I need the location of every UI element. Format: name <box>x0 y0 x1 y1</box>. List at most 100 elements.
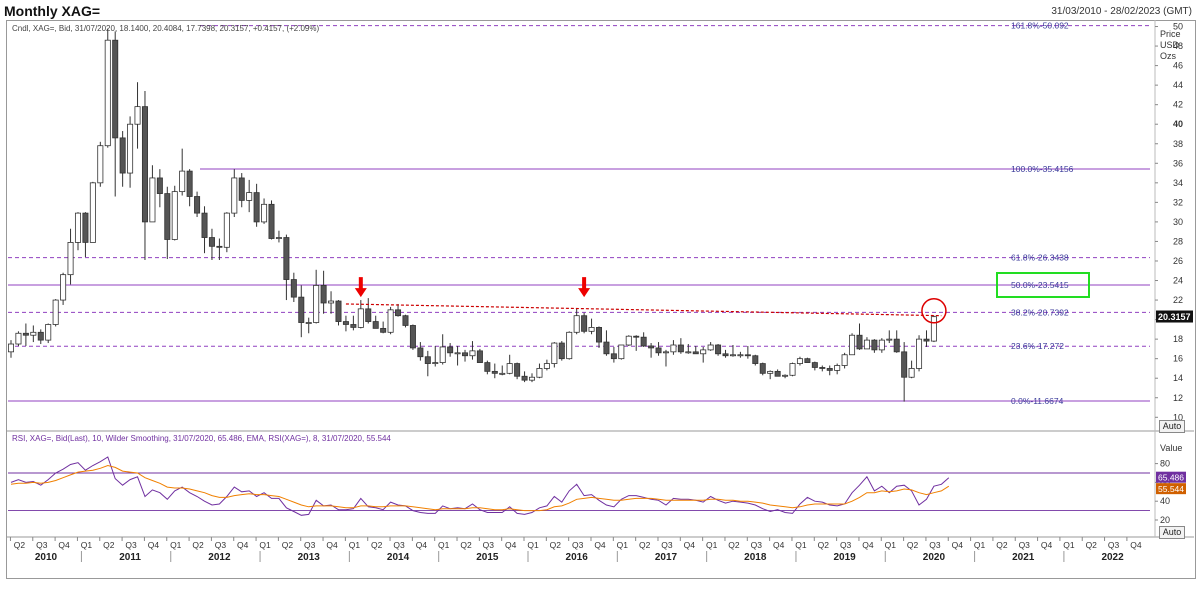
candle <box>328 291 335 314</box>
candle <box>7 340 14 358</box>
y-tick-label: 32 <box>1173 197 1183 207</box>
candle <box>179 148 186 196</box>
quarter-label: Q3 <box>751 540 763 550</box>
price-info-text: Cndl, XAG=, Bid, 31/07/2020, 18.1400, 20… <box>12 24 319 33</box>
y-tick-label: 22 <box>1173 295 1183 305</box>
candle <box>365 298 372 324</box>
candle <box>677 338 684 354</box>
year-label: 2018 <box>744 552 767 563</box>
candle <box>320 270 327 314</box>
quarter-label: Q2 <box>996 540 1008 550</box>
fib-level-label: 161.8%-50.092 <box>1011 21 1069 31</box>
candle <box>744 345 751 359</box>
quarter-label: Q2 <box>907 540 919 550</box>
candle <box>573 308 580 335</box>
quarter-label: Q2 <box>550 540 562 550</box>
year-label: 2012 <box>208 552 231 563</box>
rsi-auto-button[interactable]: Auto <box>1159 526 1185 539</box>
resistance-trendline <box>345 303 942 317</box>
candle <box>506 354 513 375</box>
candle <box>238 173 245 208</box>
candle <box>648 343 655 358</box>
fib-level-label: 0.0%-11.6674 <box>1011 396 1064 406</box>
year-label: 2019 <box>833 552 856 563</box>
fib-level-label: 23.6%-17.272 <box>1011 341 1064 351</box>
quarter-label: Q1 <box>259 540 271 550</box>
candle <box>759 362 766 376</box>
quarter-label: Q2 <box>192 540 204 550</box>
candle <box>417 342 424 361</box>
candle <box>529 373 536 383</box>
candle <box>469 341 476 360</box>
quarter-label: Q1 <box>617 540 629 550</box>
candle <box>357 300 364 329</box>
quarter-label: Q3 <box>215 540 227 550</box>
candle <box>22 323 29 346</box>
candle <box>826 365 833 376</box>
y-tick-label: 30 <box>1173 217 1183 227</box>
candle <box>893 330 900 353</box>
fib-level-label: 38.2%-20.7392 <box>1011 307 1069 317</box>
candle <box>342 315 349 332</box>
price-auto-button[interactable]: Auto <box>1159 420 1185 433</box>
quarter-label: Q4 <box>416 540 428 550</box>
candle <box>774 369 781 377</box>
candle <box>149 165 156 223</box>
candle <box>789 362 796 377</box>
candle <box>729 344 736 357</box>
ema-value-badge <box>1156 483 1186 495</box>
quarter-label: Q2 <box>818 540 830 550</box>
candle <box>886 330 893 344</box>
fib-level-label: 61.8%-26.3438 <box>1011 253 1069 263</box>
candle <box>156 169 163 208</box>
candle <box>246 179 253 213</box>
candle <box>223 212 230 253</box>
quarter-label: Q4 <box>862 540 874 550</box>
candle <box>402 314 409 328</box>
last-price-badge <box>1156 310 1193 323</box>
candle <box>655 342 662 356</box>
candle <box>380 321 387 334</box>
rsi-y-tick-label: 40 <box>1160 496 1170 506</box>
candle <box>670 340 677 355</box>
candle <box>112 31 119 197</box>
year-label: 2011 <box>119 552 141 563</box>
y-tick-label: 26 <box>1173 256 1183 266</box>
candle <box>618 344 625 360</box>
candle <box>558 341 565 361</box>
candle <box>439 334 446 365</box>
candle <box>372 315 379 329</box>
candle <box>335 300 342 326</box>
quarter-label: Q3 <box>304 540 316 550</box>
candle <box>82 212 89 258</box>
quarter-label: Q4 <box>594 540 606 550</box>
quarter-label: Q2 <box>460 540 472 550</box>
candle <box>908 360 915 379</box>
down-arrow-icon <box>354 277 367 298</box>
quarter-label: Q3 <box>36 540 48 550</box>
quarter-label: Q4 <box>58 540 70 550</box>
candle <box>625 335 632 346</box>
chart-title: Monthly XAG= <box>4 3 101 19</box>
quarter-label: Q3 <box>1108 540 1120 550</box>
candle <box>74 212 81 251</box>
candle <box>737 351 744 358</box>
candle <box>141 90 148 261</box>
y-axis-title: USD <box>1160 40 1180 50</box>
year-label: 2015 <box>476 552 499 563</box>
candle <box>588 318 595 335</box>
year-label: 2014 <box>387 552 410 563</box>
y-tick-label: 50 <box>1173 22 1183 32</box>
quarter-label: Q1 <box>706 540 718 550</box>
fib-level-label: 50.0%-23.5415 <box>1011 280 1069 290</box>
highlight-box <box>996 272 1090 298</box>
year-label: 2010 <box>35 552 58 563</box>
quarter-label: Q2 <box>103 540 115 550</box>
rsi-y-tick-label: 20 <box>1160 515 1170 525</box>
quarter-label: Q2 <box>371 540 383 550</box>
candle <box>685 344 692 354</box>
y-tick-label: 36 <box>1173 158 1183 168</box>
quarter-label: Q1 <box>885 540 897 550</box>
rsi-info-text: RSI, XAG=, Bid(Last), 10, Wilder Smoothi… <box>12 434 391 443</box>
